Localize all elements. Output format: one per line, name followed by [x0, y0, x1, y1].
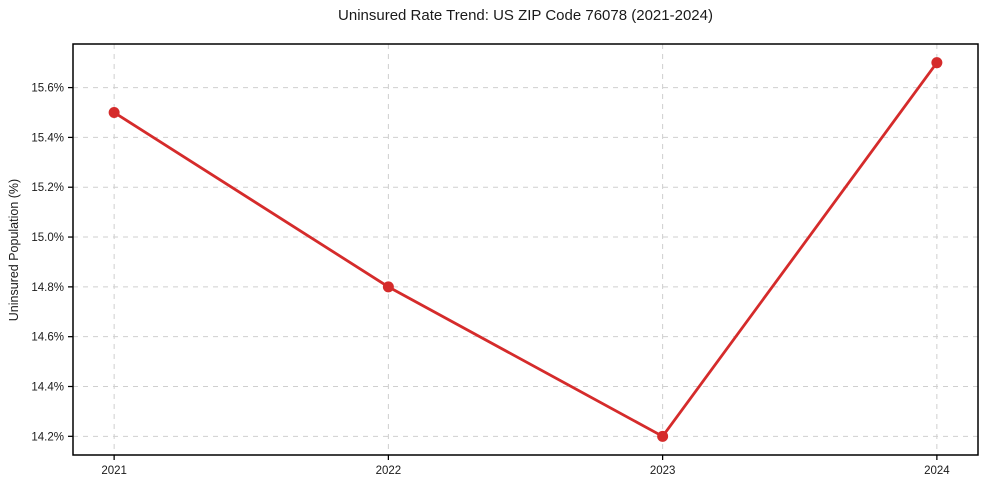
x-tick-label: 2021	[101, 465, 127, 477]
y-tick-label: 15.0%	[31, 232, 64, 244]
data-point-2023	[657, 430, 669, 442]
x-tick-label: 2024	[924, 465, 950, 477]
trend-line	[112, 61, 939, 438]
data-point-2021	[108, 107, 120, 118]
chart-title: Uninsured Rate Trend: US ZIP Code 76078 …	[338, 7, 713, 24]
y-tick-label: 14.6%	[31, 332, 64, 344]
y-tick-label: 15.2%	[31, 182, 64, 194]
y-tick-label: 15.4%	[31, 132, 64, 144]
y-tick-label: 15.6%	[31, 83, 64, 95]
x-tick-label: 2023	[650, 465, 676, 477]
y-tick-label: 14.8%	[31, 282, 64, 294]
data-point-2022	[382, 281, 394, 293]
y-tick-label: 14.2%	[31, 431, 64, 443]
data-point-2024	[931, 57, 943, 69]
y-axis-label: Uninsured Population (%)	[7, 178, 21, 322]
axes-border	[72, 43, 979, 456]
x-tick-label: 2022	[376, 465, 402, 477]
y-tick-label: 14.4%	[31, 382, 64, 394]
